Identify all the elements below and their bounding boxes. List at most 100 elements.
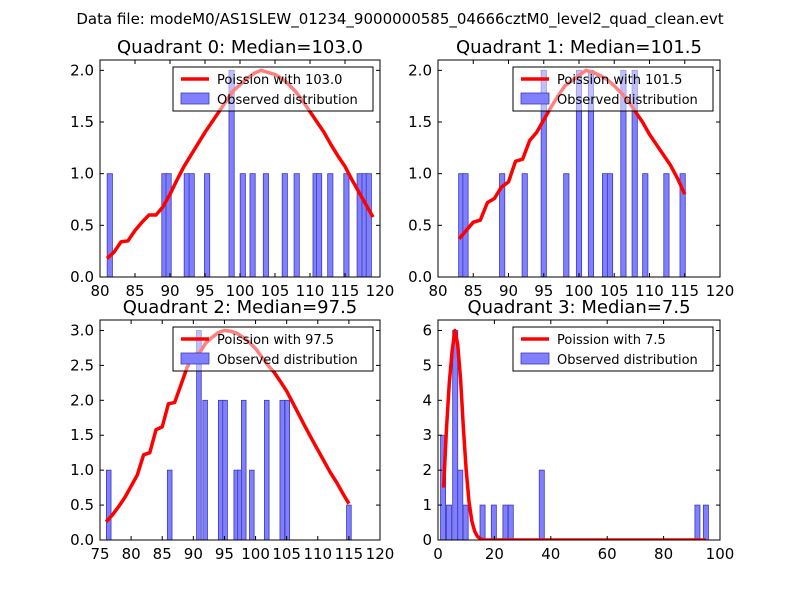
quadrant-1-xtick-label: 85 xyxy=(464,282,483,300)
quadrant-0-xtick-label: 90 xyxy=(160,282,179,300)
quadrant-3-bar xyxy=(694,504,701,540)
quadrant-2-bar xyxy=(240,399,247,540)
quadrant-2-bar xyxy=(284,399,291,540)
quadrant-2-xtick-label: 105 xyxy=(272,545,301,563)
quadrant-3-ytick-label: 2 xyxy=(422,461,432,479)
quadrant-1-bar xyxy=(521,173,528,277)
quadrant-0-ytick-label: 1.5 xyxy=(70,113,94,131)
quadrant-3-bar xyxy=(702,504,709,540)
quadrant-3-bar xyxy=(502,504,509,540)
quadrant-0-bar xyxy=(204,173,211,277)
quadrant-1-xtick-label: 110 xyxy=(635,282,664,300)
legend-bar-label: Observed distribution xyxy=(217,353,358,368)
quadrant-2-ytick-label: 3.0 xyxy=(70,321,94,339)
quadrant-1-bar xyxy=(663,173,670,277)
quadrant-3-panel: Quadrant 3: Median=7.5 0 20 40 60 80 100 0 1 2 3 4 5… xyxy=(422,297,734,563)
quadrant-2-bar xyxy=(249,469,255,540)
legend-line-label: Poission with 103.0 xyxy=(217,73,342,88)
quadrant-2-xtick-label: 75 xyxy=(90,545,109,563)
quadrant-0-bar xyxy=(343,173,350,277)
quadrant-1-xtick-label: 80 xyxy=(428,282,447,300)
quadrant-2-ytick-label: 2.5 xyxy=(70,356,94,374)
quadrant-1-xtick-label: 100 xyxy=(565,282,594,300)
quadrant-2-bar xyxy=(279,399,286,540)
quadrant-0-xtick-label: 105 xyxy=(261,282,290,300)
quadrant-1-bar xyxy=(563,173,570,277)
legend-line-label: Poission with 101.5 xyxy=(557,73,682,88)
quadrant-3-bar xyxy=(457,469,464,540)
quadrant-0-bar xyxy=(365,173,372,277)
quadrant-0-legend: Poission with 103.0 Observed distribution xyxy=(172,66,374,112)
quadrant-1-panel: Quadrant 1: Median=101.5 80 85 90 95 100 105 11… xyxy=(408,37,734,300)
quadrant-0-panel: Quadrant 0: Median=103.0 80 85 90 95 100 105 11… xyxy=(70,37,394,300)
legend-bar-label: Observed distribution xyxy=(217,93,358,108)
quadrant-3-xtick-label: 20 xyxy=(485,545,504,563)
legend-bar-swatch xyxy=(520,352,550,365)
quadrant-0-bar xyxy=(293,173,300,277)
quadrant-2-xtick-label: 110 xyxy=(303,545,332,563)
quadrant-3-bar xyxy=(507,504,514,540)
legend-bar-label: Observed distribution xyxy=(557,93,698,108)
quadrant-2-xtick-label: 90 xyxy=(184,545,203,563)
quadrant-1-ytick-label: 1.0 xyxy=(408,165,432,183)
quadrant-2-bar xyxy=(222,399,228,540)
quadrant-3-bar xyxy=(479,504,486,540)
quadrant-0-bar xyxy=(239,173,246,277)
quadrant-0-ytick-label: 0.5 xyxy=(70,216,94,234)
quadrant-2-ytick-label: 2.0 xyxy=(70,391,94,409)
quadrant-0-ytick-label: 2.0 xyxy=(70,61,94,79)
quadrant-2-bar xyxy=(346,504,352,540)
quadrant-0-bar xyxy=(281,173,288,277)
quadrant-3-bar xyxy=(490,504,497,540)
quadrant-3-ytick-label: 5 xyxy=(422,356,432,374)
quadrant-3-title: Quadrant 3: Median=7.5 xyxy=(467,297,690,318)
quadrant-1-ytick-label: 2.0 xyxy=(408,61,432,79)
quadrant-2-xtick-label: 95 xyxy=(215,545,234,563)
quadrant-3-ytick-label: 3 xyxy=(422,426,432,444)
quadrant-0-xtick-label: 120 xyxy=(366,282,395,300)
quadrant-0-xtick-label: 85 xyxy=(125,282,144,300)
quadrant-2-xtick-label: 115 xyxy=(335,545,364,563)
quadrant-2-bar xyxy=(264,399,270,540)
quadrant-3-axes-frame xyxy=(437,319,721,541)
quadrant-0-bar xyxy=(106,173,113,277)
quadrant-3-xtick-label: 40 xyxy=(541,545,560,563)
quadrant-2-bar xyxy=(166,469,173,540)
quadrant-0-xtick-label: 100 xyxy=(226,282,255,300)
legend-line-label: Poission with 97.5 xyxy=(217,333,334,348)
quadrant-3-ytick-label: 0 xyxy=(422,531,432,549)
quadrant-2-title: Quadrant 2: Median=97.5 xyxy=(123,297,358,318)
quadrant-0-xtick-label: 110 xyxy=(296,282,325,300)
quadrant-0-bar xyxy=(327,173,334,277)
quadrant-3-xtick-label: 0 xyxy=(433,545,443,563)
quadrant-1-ytick-label: 1.5 xyxy=(408,113,432,131)
quadrant-3-bar xyxy=(446,504,452,540)
quadrant-3-bar xyxy=(452,330,459,540)
quadrant-0-xtick-label: 95 xyxy=(195,282,214,300)
legend-bar-label: Observed distribution xyxy=(557,353,698,368)
quadrant-1-xtick-label: 120 xyxy=(706,282,735,300)
quadrant-2-ytick-label: 0.0 xyxy=(70,531,94,549)
quadrant-1-bar xyxy=(462,173,469,277)
quadrant-0-bar xyxy=(316,173,323,277)
quadrant-3-xtick-label: 80 xyxy=(654,545,673,563)
quadrant-2-ytick-label: 1.5 xyxy=(70,426,94,444)
legend-bar-swatch xyxy=(180,352,210,365)
quadrant-1-bar xyxy=(679,173,686,277)
quadrant-1-bar xyxy=(602,173,609,277)
quadrant-1-ytick-label: 0.0 xyxy=(408,268,432,286)
quadrant-3-bar xyxy=(538,469,545,540)
legend-line-label: Poission with 7.5 xyxy=(557,333,666,348)
quadrant-0-ytick-label: 0.0 xyxy=(70,268,94,286)
quadrant-2-axes-frame xyxy=(99,319,381,541)
quadrant-2-bar xyxy=(202,399,208,540)
quadrant-1-xtick-label: 115 xyxy=(670,282,699,300)
quadrant-3-legend: Poission with 7.5 Observed distribution xyxy=(512,326,714,372)
quadrant-3-bar xyxy=(462,504,469,540)
quadrant-0-bar xyxy=(183,173,190,277)
quadrant-1-xtick-label: 90 xyxy=(499,282,518,300)
quadrant-1-bar xyxy=(499,173,506,277)
quadrant-2-xtick-label: 85 xyxy=(153,545,172,563)
quadrant-3-bar xyxy=(440,434,447,540)
